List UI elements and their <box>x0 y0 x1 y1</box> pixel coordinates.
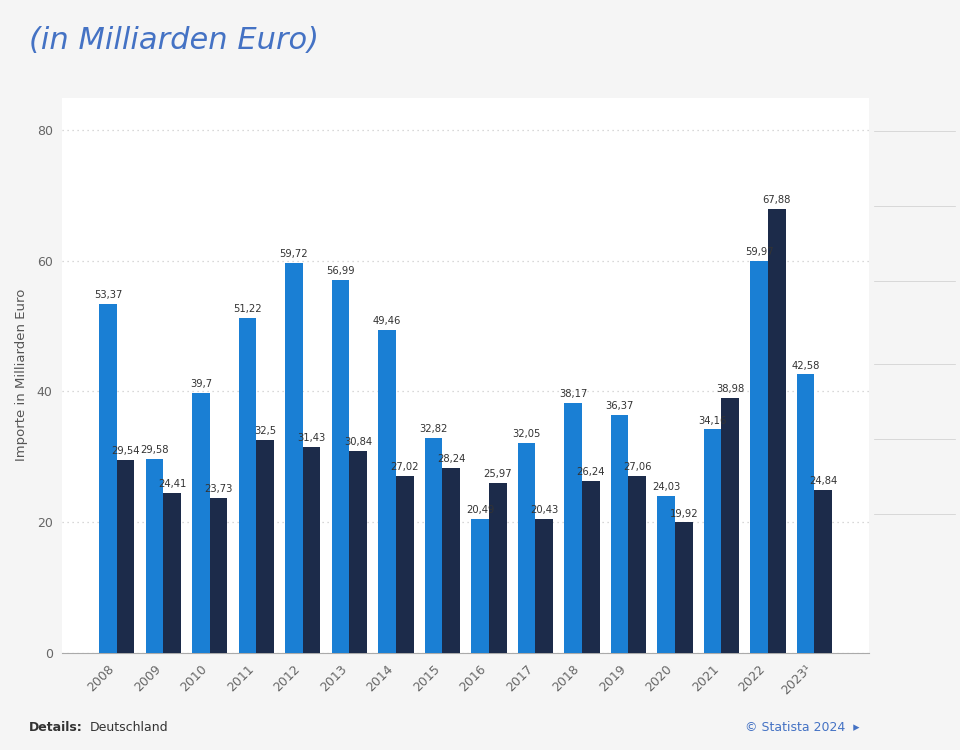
Text: 59,72: 59,72 <box>279 249 308 259</box>
Text: © Statista 2024  ▸: © Statista 2024 ▸ <box>745 722 859 734</box>
Y-axis label: Importe in Milliarden Euro: Importe in Milliarden Euro <box>15 289 29 461</box>
Text: 24,03: 24,03 <box>652 482 681 492</box>
Bar <box>751 261 768 652</box>
Text: 28,24: 28,24 <box>437 454 466 464</box>
Text: 27,02: 27,02 <box>391 462 419 472</box>
Text: 23,73: 23,73 <box>204 484 232 494</box>
Bar <box>564 404 582 652</box>
Text: 29,58: 29,58 <box>140 446 169 455</box>
Bar <box>797 374 814 652</box>
Bar <box>814 490 832 652</box>
Bar <box>517 443 536 652</box>
Text: 24,41: 24,41 <box>157 479 186 489</box>
Bar <box>396 476 414 652</box>
Text: 32,5: 32,5 <box>254 427 276 436</box>
Bar <box>629 476 646 652</box>
Bar <box>146 459 163 652</box>
Text: 30,84: 30,84 <box>344 437 372 447</box>
Bar <box>443 468 460 652</box>
Text: (in Milliarden Euro): (in Milliarden Euro) <box>29 26 319 56</box>
Text: 53,37: 53,37 <box>94 290 122 300</box>
Text: 49,46: 49,46 <box>372 316 401 326</box>
Text: 29,54: 29,54 <box>111 446 140 456</box>
Bar <box>536 519 553 652</box>
Bar <box>302 447 321 652</box>
Text: 51,22: 51,22 <box>233 304 262 314</box>
Bar <box>611 415 629 652</box>
Bar <box>471 519 489 652</box>
Bar <box>256 440 274 652</box>
Text: 20,49: 20,49 <box>466 505 494 515</box>
Text: 42,58: 42,58 <box>791 361 820 370</box>
Text: 32,82: 32,82 <box>420 424 447 434</box>
Text: 39,7: 39,7 <box>190 380 212 389</box>
Bar <box>768 209 785 652</box>
Text: 25,97: 25,97 <box>484 469 512 479</box>
Text: Deutschland: Deutschland <box>89 722 168 734</box>
Bar <box>489 483 507 652</box>
Bar <box>192 393 210 652</box>
Text: 27,06: 27,06 <box>623 462 652 472</box>
Text: 31,43: 31,43 <box>298 433 325 443</box>
Bar <box>117 460 134 652</box>
Text: 26,24: 26,24 <box>576 467 605 477</box>
Text: 20,43: 20,43 <box>530 506 559 515</box>
Text: 56,99: 56,99 <box>326 266 355 277</box>
Bar <box>675 523 692 652</box>
Text: 36,37: 36,37 <box>606 401 634 411</box>
Bar <box>210 497 228 652</box>
Text: Details:: Details: <box>29 722 83 734</box>
Text: 67,88: 67,88 <box>762 195 791 206</box>
Bar <box>704 430 721 652</box>
Bar <box>424 438 443 652</box>
Text: 24,84: 24,84 <box>809 476 837 487</box>
Bar <box>99 304 117 652</box>
Bar <box>582 482 600 652</box>
Text: 59,97: 59,97 <box>745 247 774 257</box>
Bar <box>239 318 256 652</box>
Bar <box>331 280 349 652</box>
Text: 38,17: 38,17 <box>559 389 588 399</box>
Bar <box>163 493 180 652</box>
Text: 38,98: 38,98 <box>716 384 744 394</box>
Text: 32,05: 32,05 <box>513 429 540 439</box>
Bar <box>378 329 396 652</box>
Text: 34,16: 34,16 <box>699 416 727 425</box>
Text: 19,92: 19,92 <box>669 509 698 518</box>
Bar <box>349 452 367 652</box>
Bar <box>285 262 302 652</box>
Bar <box>721 398 739 652</box>
Bar <box>658 496 675 652</box>
